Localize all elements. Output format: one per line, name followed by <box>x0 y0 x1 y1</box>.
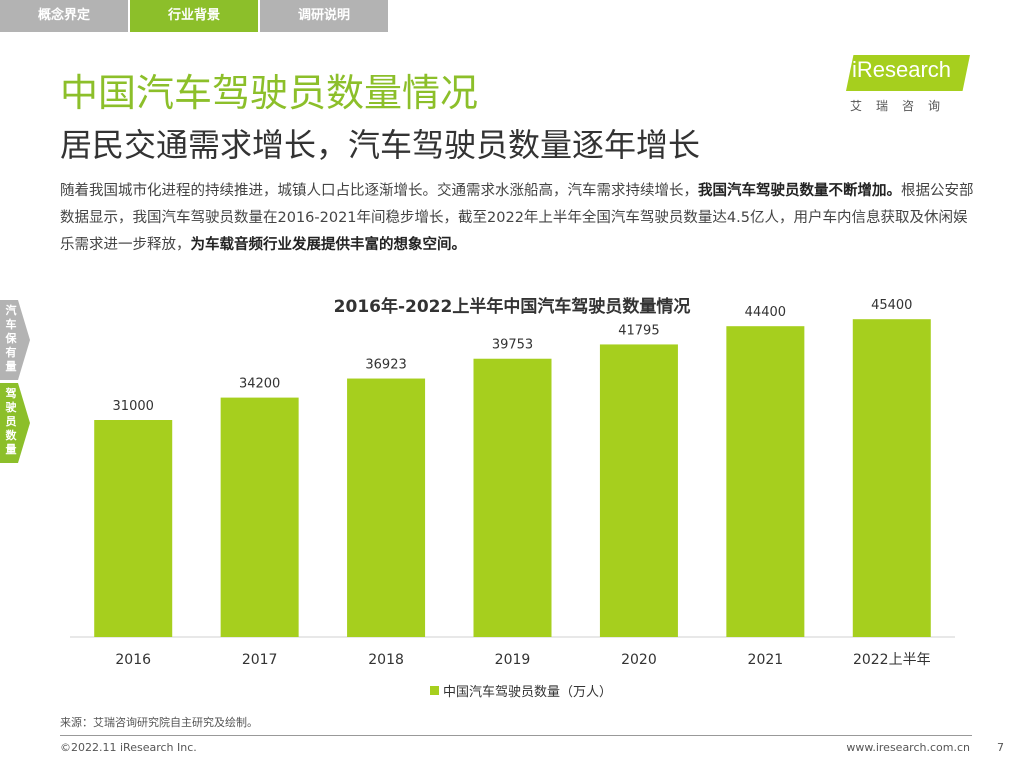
intro-paragraph: 随着我国城市化进程的持续推进，城镇人口占比逐渐增长。交通需求水涨船高，汽车需求持… <box>60 178 980 259</box>
x-tick-label-2016: 2016 <box>115 652 151 668</box>
bar-2020 <box>599 344 678 637</box>
side-tab-label: 驾驶员数量 <box>5 387 17 456</box>
legend-swatch <box>430 686 439 695</box>
page-subtitle: 居民交通需求增长，汽车驾驶员数量逐年增长 <box>60 126 701 164</box>
footer-divider <box>60 735 972 736</box>
bar-2019 <box>473 358 552 637</box>
bar-2018 <box>347 378 426 637</box>
x-tick-label-2020: 2020 <box>621 652 657 668</box>
side-tab-driver-count[interactable]: 驾驶员数量 <box>0 383 30 463</box>
intro-text-2: 根据公安部数据显示，我国汽车驾驶员数量在2016-2021年间稳步增长，截至20… <box>60 183 974 253</box>
copyright: ©2022.11 iResearch Inc. <box>60 741 197 754</box>
bar-2022上半年 <box>852 319 931 637</box>
data-label-2016: 31000 <box>113 399 154 414</box>
top-nav: 概念界定 行业背景 调研说明 <box>0 0 390 32</box>
chart-legend: 中国汽车驾驶员数量（万人） <box>430 681 612 700</box>
tab-research-notes[interactable]: 调研说明 <box>260 0 388 32</box>
intro-text-1: 随着我国城市化进程的持续推进，城镇人口占比逐渐增长。交通需求水涨船高，汽车需求持… <box>60 183 698 199</box>
bar-2017 <box>220 397 299 637</box>
data-label-2018: 36923 <box>365 358 406 373</box>
x-tick-label-2022上半年: 2022上半年 <box>853 652 931 668</box>
logo-badge <box>846 55 970 91</box>
intro-bold-2: 为车载音频行业发展提供丰富的想象空间。 <box>190 237 467 253</box>
logo-subtitle: 艾瑞咨询 <box>850 99 955 113</box>
website-link[interactable]: www.iresearch.com.cn <box>846 741 970 754</box>
source-note: 来源：艾瑞咨询研究院自主研究及绘制。 <box>60 716 258 729</box>
x-tick-label-2017: 2017 <box>242 652 278 668</box>
x-tick-label-2021: 2021 <box>748 652 784 668</box>
side-tab-label: 汽车保有量 <box>5 304 17 373</box>
data-label-2020: 41795 <box>618 323 659 338</box>
bar-2016 <box>94 420 173 637</box>
data-label-2017: 34200 <box>239 377 280 392</box>
x-tick-label-2018: 2018 <box>368 652 404 668</box>
iresearch-logo: iResearch 艾瑞咨询 <box>846 55 976 115</box>
chart-title: 2016年-2022上半年中国汽车驾驶员数量情况 <box>333 297 691 317</box>
tab-concept[interactable]: 概念界定 <box>0 0 128 32</box>
page-number: 7 <box>997 741 1004 754</box>
bar-2021 <box>726 326 805 637</box>
intro-bold-1: 我国汽车驾驶员数量不断增加。 <box>698 183 901 199</box>
page-title: 中国汽车驾驶员数量情况 <box>60 71 479 115</box>
legend-label: 中国汽车驾驶员数量（万人） <box>443 685 613 700</box>
logo-text: iResearch <box>852 57 952 82</box>
tab-industry-background[interactable]: 行业背景 <box>130 0 258 32</box>
data-label-2019: 39753 <box>492 338 533 353</box>
x-tick-label-2019: 2019 <box>495 652 531 668</box>
